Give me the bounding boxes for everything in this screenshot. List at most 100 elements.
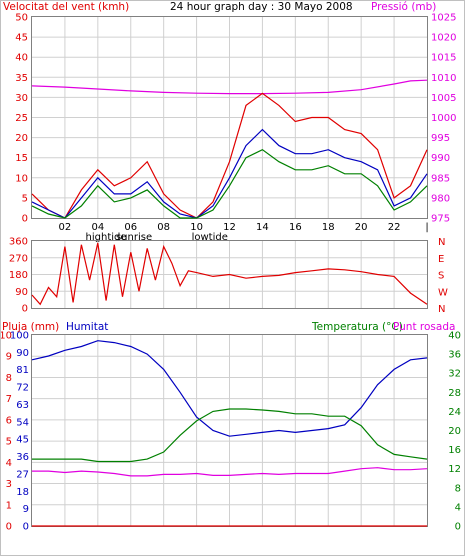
chart-title: 24 hour graph day : 30 Mayo 2008	[170, 1, 353, 13]
right-tick-label: 1005	[431, 93, 456, 104]
left-tick-label: 30	[15, 93, 28, 104]
humidity-tick-label: 63	[16, 400, 29, 411]
right-tick-label: 975	[431, 214, 450, 225]
x-tick-label: 04	[91, 222, 104, 233]
left-tick-label: 50	[15, 13, 28, 24]
right-tick-label: 1015	[431, 53, 456, 64]
temperature-axis-title: Temperatura (°C)	[311, 321, 403, 333]
series-line-direction	[31, 242, 428, 306]
humidity-tick-label: 0	[23, 522, 29, 533]
compass-label: E	[438, 254, 444, 265]
pressure-axis-title: Pressió (mb)	[371, 1, 436, 13]
left-tick-label: 4	[6, 458, 12, 469]
x-tick-label: 08	[157, 222, 170, 233]
humidity-tick-label: 54	[16, 417, 29, 428]
x-tick-label: 14	[256, 222, 269, 233]
left-tick-label: 360	[9, 237, 28, 248]
left-tick-label: 5	[22, 193, 28, 204]
x-tick-label: |	[425, 222, 428, 233]
left-tick-label: 40	[15, 53, 28, 64]
humidity-tick-label: 9	[23, 504, 29, 515]
wind-axis-title: Velocitat del vent (kmh)	[3, 1, 129, 13]
right-tick-label: 1025	[431, 13, 456, 24]
series-line-gust	[31, 92, 428, 219]
left-tick-label: 15	[15, 153, 28, 164]
right-tick-label: 24	[448, 407, 461, 418]
x-tick-label: 18	[322, 222, 335, 233]
left-tick-label: 1	[6, 500, 12, 511]
humidity-tick-label: 100	[10, 331, 29, 342]
right-tick-label: 980	[431, 193, 450, 204]
left-tick-label: 10	[0, 331, 12, 342]
right-tick-label: 1020	[431, 33, 456, 44]
right-tick-label: 12	[448, 464, 461, 475]
right-tick-label: 0	[455, 522, 461, 533]
left-tick-label: 6	[6, 415, 12, 426]
right-tick-label: 1010	[431, 73, 456, 84]
right-tick-label: 32	[448, 369, 461, 380]
wind-plot-frame	[31, 16, 428, 219]
left-tick-label: 10	[15, 173, 28, 184]
x-tick-label: 22	[388, 222, 401, 233]
series-line-humitat	[31, 340, 428, 437]
x-tick-label: 20	[355, 222, 368, 233]
humidity-tick-label: 45	[16, 435, 29, 446]
humidity-tick-label: 81	[16, 365, 29, 376]
left-tick-label: 25	[15, 113, 28, 124]
right-tick-label: 20	[448, 426, 461, 437]
series-line-wind	[31, 128, 428, 219]
x-tick-label: 02	[59, 222, 72, 233]
left-tick-label: 270	[9, 253, 28, 264]
x-tick-label: 10	[190, 222, 203, 233]
left-tick-label: 45	[15, 33, 28, 44]
x-tick-label: 16	[289, 222, 302, 233]
left-tick-label: 5	[6, 437, 12, 448]
humidity-tick-label: 36	[16, 452, 29, 463]
left-tick-label: 20	[15, 133, 28, 144]
x-tick-label: 06	[124, 222, 137, 233]
compass-label: S	[438, 271, 444, 282]
left-tick-label: 0	[22, 304, 28, 315]
right-tick-label: 16	[448, 445, 461, 456]
compass-label: W	[438, 287, 448, 298]
right-tick-label: 40	[448, 331, 461, 342]
humidity-tick-label: 90	[16, 348, 29, 359]
x-event-label: sunrise	[116, 232, 152, 243]
series-line-avg	[31, 149, 428, 219]
right-tick-label: 8	[455, 483, 461, 494]
left-tick-label: 0	[6, 522, 12, 533]
right-tick-label: 36	[448, 350, 461, 361]
compass-label: N	[438, 237, 445, 248]
rain-axis-title: Pluja (mm)	[2, 321, 59, 333]
left-tick-label: 90	[15, 287, 28, 298]
humidity-tick-label: 72	[16, 383, 29, 394]
series-line-pressi-	[31, 79, 428, 95]
dewpoint-axis-title: Punt rosada	[393, 321, 455, 333]
left-tick-label: 180	[9, 270, 28, 281]
right-tick-label: 990	[431, 153, 450, 164]
series-line-punt-rosada	[32, 467, 428, 477]
right-tick-label: 28	[448, 388, 461, 399]
right-tick-label: 1000	[431, 113, 456, 124]
left-tick-label: 9	[6, 352, 12, 363]
right-tick-label: 985	[431, 173, 450, 184]
x-event-label: lowtide	[192, 232, 228, 243]
compass-label: N	[438, 304, 445, 315]
humidity-tick-label: 18	[16, 487, 29, 498]
left-tick-label: 7	[6, 394, 12, 405]
left-tick-label: 35	[15, 73, 28, 84]
left-tick-label: 0	[22, 214, 28, 225]
x-tick-label: 12	[223, 222, 236, 233]
x-event-label: hightide	[86, 232, 127, 243]
left-tick-label: 8	[6, 373, 12, 384]
series-line-temperatura	[32, 408, 428, 463]
direction-plot-frame	[31, 240, 428, 309]
right-tick-label: 4	[455, 502, 461, 513]
humidity-axis-title: Humitat	[66, 321, 108, 333]
left-tick-label: 3	[6, 479, 12, 490]
